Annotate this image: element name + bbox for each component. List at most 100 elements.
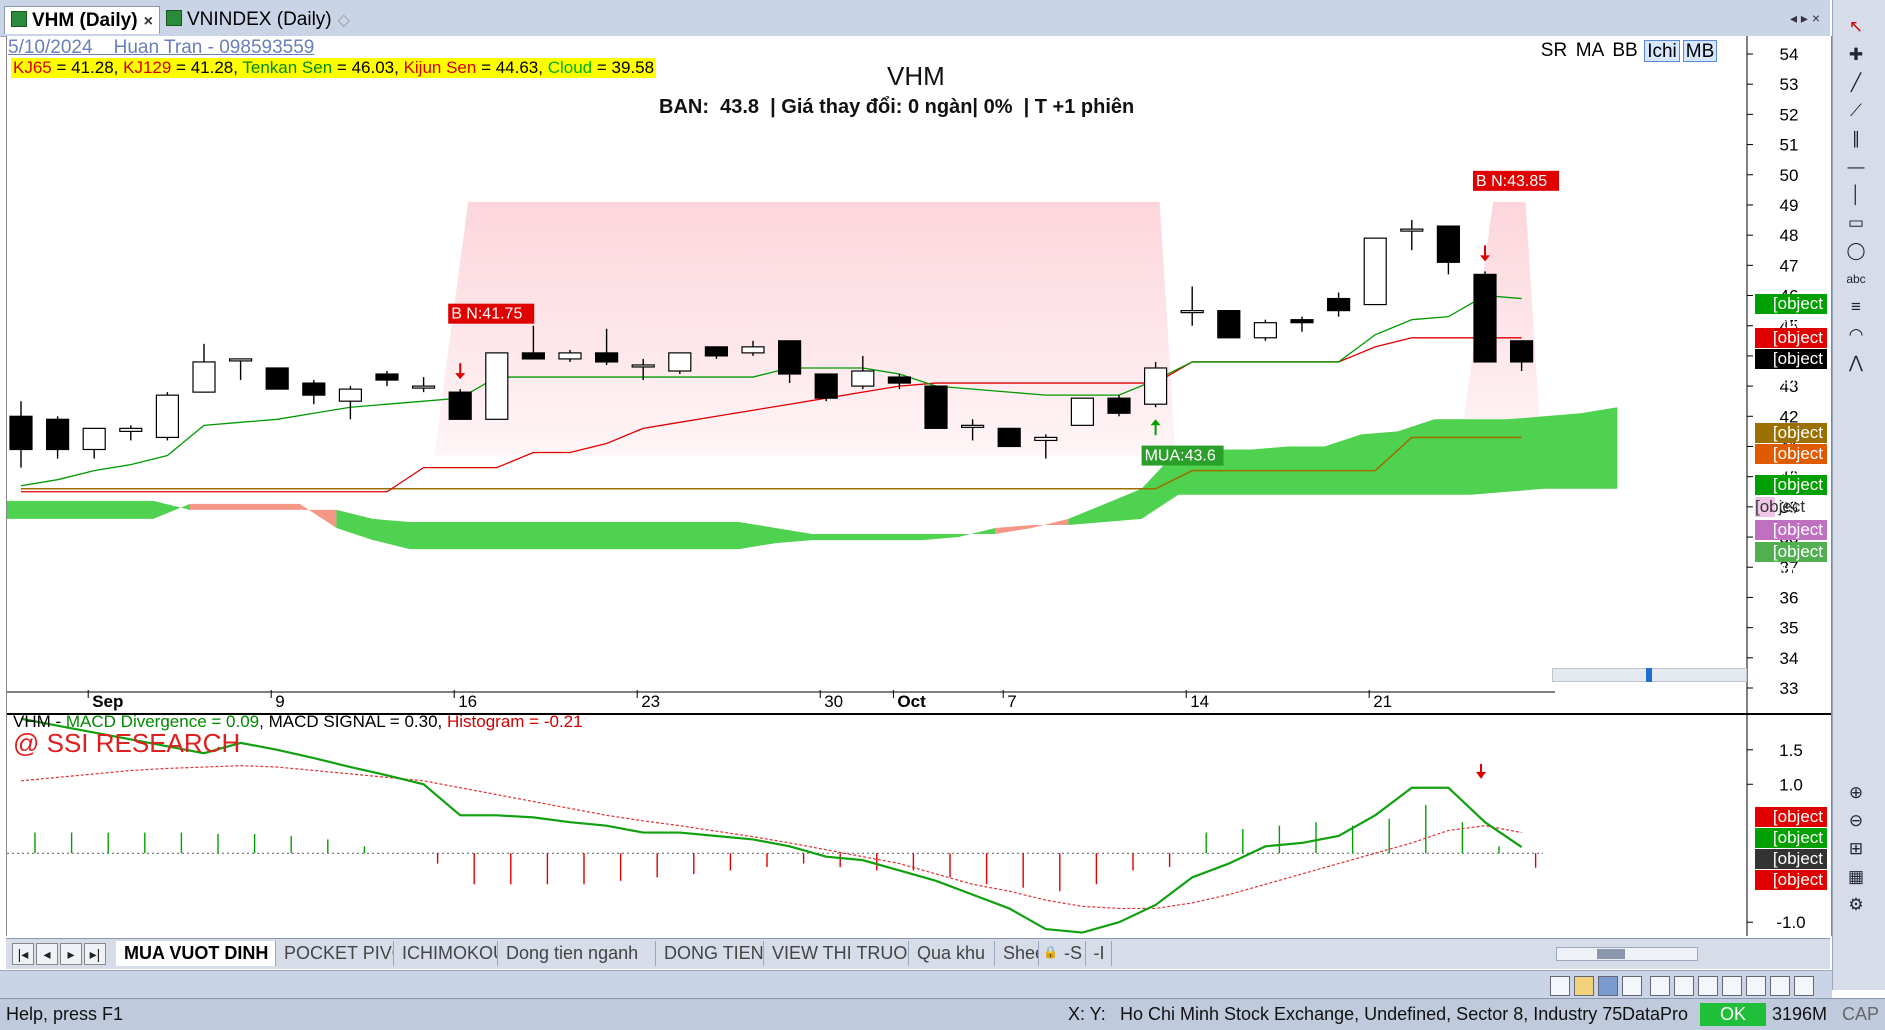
horizontal-line-icon[interactable]: ― — [1847, 157, 1865, 176]
tab-scroll-arrows[interactable]: ◂ ▸ × — [1790, 10, 1821, 26]
candle-up — [1363, 237, 1387, 306]
prev-sheet-button[interactable]: ◂ — [36, 943, 58, 965]
properties-icon[interactable] — [1770, 976, 1790, 996]
cut-icon[interactable] — [1722, 976, 1742, 996]
chart-scrollbar[interactable] — [1552, 668, 1747, 682]
first-sheet-button[interactable]: |◂ — [12, 943, 34, 965]
zoom-in-icon[interactable]: ⊕ — [1848, 783, 1864, 802]
candle-up — [338, 388, 362, 402]
sheet-tab-ichimokou[interactable]: ICHIMOKOU — [394, 941, 498, 966]
zoom-out-icon[interactable]: ⊖ — [1848, 811, 1864, 830]
candle-down — [997, 427, 1021, 448]
find-icon[interactable] — [1746, 976, 1766, 996]
candle-down — [265, 367, 289, 390]
sheet-tab-dong-tien-nganh[interactable]: Dong tien nganh — [498, 941, 656, 966]
price-tick-label: 48 — [1780, 226, 1799, 245]
settings-icon[interactable]: ⚙ — [1848, 895, 1864, 914]
overlay-button-ma[interactable]: MA — [1575, 40, 1605, 61]
caps-lock-indicator: CAP — [1842, 1004, 1880, 1024]
scrollbar-thumb[interactable] — [1646, 668, 1652, 682]
date-tick-label: 7 — [1007, 692, 1016, 711]
fibonacci-icon[interactable]: ≡ — [1851, 297, 1861, 316]
document-tab-bar: VHM (Daily) × VNINDEX (Daily) ◇ ◂ ▸ × — [0, 0, 1830, 37]
signal-highlight-zone — [434, 201, 1176, 456]
overlay-button-sr[interactable]: SR — [1540, 40, 1568, 61]
macd-legend-part: Histogram = -0.21 — [447, 712, 583, 731]
ray-icon[interactable]: ⟋ — [1850, 101, 1862, 120]
price-tick-label: 52 — [1780, 105, 1799, 124]
fit-icon[interactable]: ⊞ — [1848, 839, 1864, 858]
sheet-tab-dong-tien[interactable]: DONG TIEN — [656, 941, 764, 966]
tab-vnindex-daily[interactable]: VNINDEX (Daily) ◇ — [160, 6, 356, 34]
pin-icon[interactable]: ◇ — [337, 12, 350, 29]
sheet-extra-button[interactable]: -S — [1061, 941, 1086, 966]
signal-highlight-zones — [434, 201, 1542, 456]
help-icon[interactable] — [1794, 976, 1814, 996]
indicator-value: 41.28 — [71, 58, 114, 77]
candle-down — [521, 352, 546, 360]
indicator-separator: , — [394, 58, 404, 77]
parallel-lines-icon[interactable]: ∥ — [1851, 129, 1861, 148]
macd-tick-label: 1.0 — [1779, 775, 1803, 794]
cloud-bearish — [995, 518, 1069, 535]
price-tick-label: 34 — [1780, 649, 1799, 668]
cursor-xy: X: Y: — [1068, 1004, 1106, 1024]
trade-signals: B N:41.75 MUA:43.6 B N:43.85 — [448, 170, 1559, 466]
price-tick-label: 42 — [1780, 407, 1799, 426]
price-tick-label: 50 — [1780, 166, 1799, 185]
price-badge: [object Object] — [1755, 294, 1827, 333]
sheet-scrollbar[interactable] — [1556, 947, 1698, 961]
candle-down — [814, 373, 838, 399]
indicator-label: Kijun Sen — [403, 58, 477, 77]
copy-icon[interactable] — [1674, 976, 1694, 996]
date-tick-label: 30 — [824, 692, 843, 711]
sheet-tab-view-thi-truong[interactable]: VIEW THI TRUONG — [764, 941, 909, 966]
tab-vhm-daily[interactable]: VHM (Daily) × — [4, 6, 160, 34]
indicator-values-line: KJ65 = 41.28, KJ129 = 41.28, Tenkan Sen … — [11, 58, 657, 78]
indicator-equals: = — [592, 58, 612, 77]
sheet-tab-mua-vuot-dinh[interactable]: MUA VUOT DINH — [116, 941, 276, 966]
grid-icon[interactable]: ▦ — [1847, 867, 1865, 886]
open-folder-icon[interactable] — [1574, 976, 1594, 996]
text-tool-icon[interactable]: abc — [1846, 272, 1866, 286]
overlay-button-mb[interactable]: MB — [1683, 40, 1717, 62]
crosshair-icon[interactable]: ✚ — [1848, 45, 1864, 64]
chart-canvas[interactable]: B N:41.75 MUA:43.6 B N:43.85 54 53 52 51 50 49 4… — [7, 36, 1831, 936]
paste-icon[interactable] — [1698, 976, 1718, 996]
arc-icon[interactable]: ◠ — [1848, 325, 1864, 344]
sheet-tab-pocket-pivot[interactable]: POCKET PIVOT — [276, 941, 394, 966]
ellipse-icon[interactable]: ◯ — [1846, 241, 1866, 260]
candle-up — [558, 352, 582, 360]
sheet-scroll-thumb[interactable] — [1597, 949, 1625, 959]
sheet-tab-qua-khu[interactable]: Qua khu — [909, 941, 995, 966]
trendline-icon[interactable]: ╱ — [1850, 73, 1862, 92]
last-sheet-button[interactable]: ▸| — [84, 943, 106, 965]
price-tick-label: 47 — [1780, 256, 1799, 275]
overlay-button-bb[interactable]: BB — [1612, 40, 1638, 61]
candle-down — [1326, 297, 1351, 312]
sheet-extra-button[interactable]: -I — [1087, 941, 1112, 966]
save-all-icon[interactable] — [1622, 976, 1642, 996]
lock-icon[interactable]: 🔒 — [1043, 945, 1058, 959]
cloud-bullish — [7, 500, 190, 519]
cursor-icon[interactable]: ↖ — [1848, 17, 1864, 36]
candle-up — [412, 385, 436, 389]
price-tick-label: 33 — [1780, 679, 1799, 698]
indicator-label: Cloud — [547, 58, 593, 77]
watermark-text: @ SSI RESEARCH — [13, 728, 241, 758]
candle-up — [155, 394, 179, 439]
new-file-icon[interactable] — [1550, 976, 1570, 996]
price-tick-label: 53 — [1780, 75, 1799, 94]
close-icon[interactable]: × — [143, 13, 153, 30]
candle-down — [448, 391, 472, 420]
vertical-line-icon[interactable]: │ — [1850, 185, 1862, 204]
next-sheet-button[interactable]: ▸ — [60, 943, 82, 965]
rectangle-icon[interactable]: ▭ — [1847, 213, 1865, 232]
sheet-tab-shee[interactable]: Shee — [995, 941, 1039, 966]
save-icon[interactable] — [1598, 976, 1618, 996]
print-icon[interactable] — [1650, 976, 1670, 996]
chart-icon — [166, 10, 182, 26]
zigzag-icon[interactable]: ⋀ — [1849, 353, 1863, 372]
date-tick-label: Sep — [92, 692, 123, 711]
overlay-button-ichi[interactable]: Ichi — [1644, 40, 1680, 62]
